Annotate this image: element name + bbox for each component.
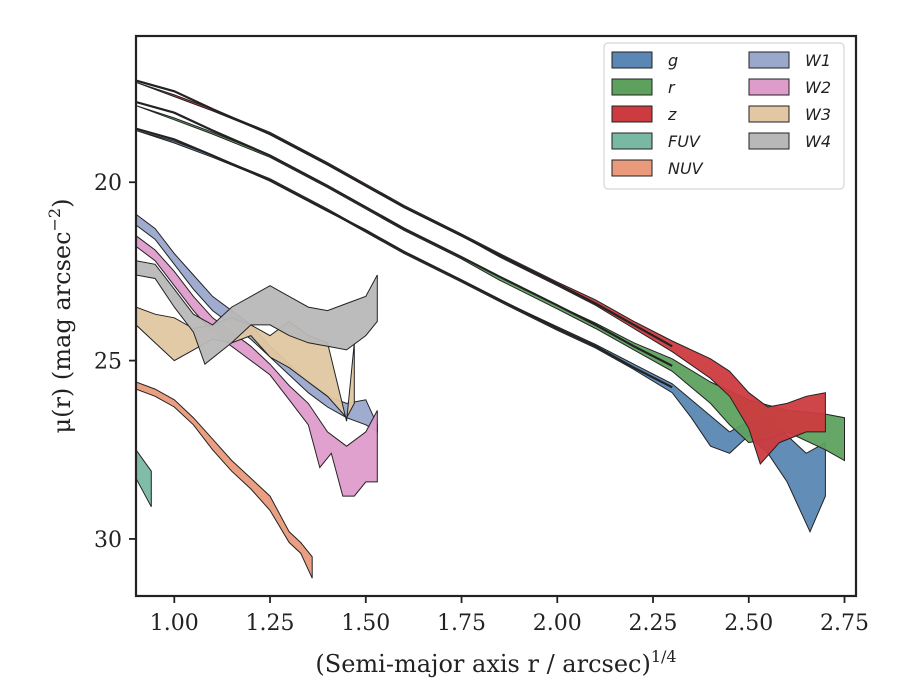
band-w4: [136, 260, 378, 366]
legend-label-fuv: FUV: [668, 132, 701, 151]
x-tick-label: 2.75: [820, 611, 869, 636]
y-tick-label: 30: [94, 528, 122, 553]
legend: grz FUV NUV W1 W2 W3 W4: [603, 42, 845, 190]
legend-label-w3: W3: [805, 105, 831, 124]
y-tick-label: 25: [94, 350, 122, 375]
model-curve-1: [136, 79, 673, 348]
legend-label-g: g: [668, 51, 678, 70]
x-tick-label: 2.25: [629, 611, 678, 636]
x-tick-label: 2.00: [533, 611, 582, 636]
legend-label-z: z: [667, 105, 677, 124]
axis-ticks: 1.00 1.25 1.50 1.75 2.00 2.25 2.50 2.75 20 25 30: [94, 171, 869, 636]
legend-swatch-nuv: [611, 159, 653, 177]
legend-label-r: r: [668, 78, 676, 97]
x-tick-label: 1.50: [341, 611, 390, 636]
legend-swatch-w4: [748, 132, 790, 150]
x-tick-label: 1.75: [437, 611, 486, 636]
legend-swatch-r: [611, 78, 653, 96]
legend-label-w1: W1: [805, 51, 831, 70]
legend-swatch-fuv: [611, 132, 653, 150]
y-axis-title: μ(r) (mag arcsec−2): [45, 199, 76, 434]
legend-swatch-g: [611, 51, 653, 69]
x-tick-label: 2.50: [724, 611, 773, 636]
legend-swatch-w1: [748, 51, 790, 69]
x-tick-label: 1.25: [246, 611, 295, 636]
band-fuv: [136, 448, 152, 508]
legend-swatch-w3: [748, 105, 790, 123]
y-tick-label: 20: [94, 171, 122, 196]
series-layer: [136, 81, 845, 579]
band-nuv: [136, 381, 313, 579]
legend-label-nuv: NUV: [668, 159, 704, 178]
legend-swatch-z: [611, 105, 653, 123]
x-axis-title: (Semi-major axis r / arcsec)1/4: [315, 647, 676, 678]
legend-label-w4: W4: [805, 132, 831, 151]
legend-swatch-w2: [748, 78, 790, 96]
plot-frame: [134, 34, 858, 598]
x-tick-label: 1.00: [150, 611, 199, 636]
legend-label-w2: W2: [805, 78, 831, 97]
model-curve-3: [136, 127, 673, 389]
model-curves-layer: [136, 79, 673, 389]
model-curve-2: [136, 100, 673, 367]
